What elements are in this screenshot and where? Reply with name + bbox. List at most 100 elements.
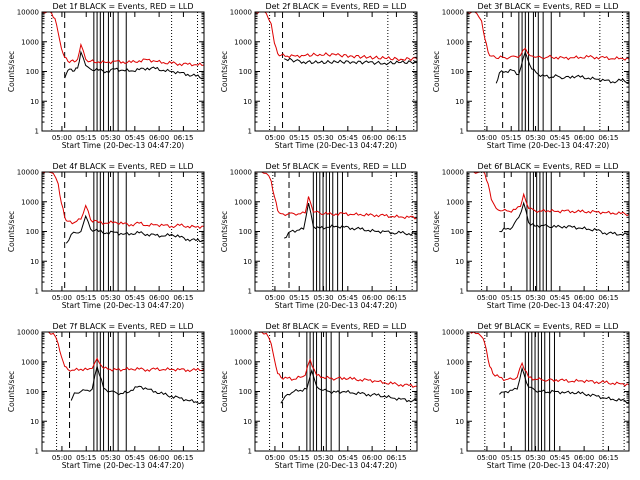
y-tick-label: 10000 [442, 169, 464, 177]
y-tick-label: 1000 [234, 358, 252, 366]
series-line-events [283, 57, 417, 66]
y-tick-label: 100 [239, 388, 252, 396]
detector-panel-4: 1 10 100 1000 10000 05:00 05:15 05:30 05:45 06:00… [7, 162, 205, 310]
y-tick-label: 10000 [230, 9, 252, 17]
y-tick-label: 1000 [234, 38, 252, 46]
x-tick-label: 05:30 [525, 454, 545, 462]
series-line-lld [467, 332, 629, 387]
y-tick-label: 1000 [21, 358, 39, 366]
y-tick-label: 10 [455, 98, 464, 106]
x-tick-label: 05:45 [125, 454, 145, 462]
x-tick-label: 05:30 [313, 454, 333, 462]
y-tick-label: 10000 [17, 329, 39, 337]
x-tick-label: 06:00 [574, 454, 594, 462]
plot-frame [254, 171, 418, 292]
series-line-lld [42, 12, 204, 67]
x-tick-label: 05:45 [125, 134, 145, 142]
x-tick-label: 05:30 [313, 294, 333, 302]
x-tick-label: 06:00 [362, 294, 382, 302]
x-axis-label: Start Time (20-Dec-13 04:47:20) [62, 141, 184, 150]
series-line-lld [42, 172, 204, 230]
panel-title: Det 3f BLACK = Events, RED = LLD [477, 2, 618, 11]
x-tick-label: 05:00 [265, 294, 285, 302]
y-axis-label: Counts/sec [220, 371, 229, 412]
y-tick-label: 100 [451, 68, 464, 76]
y-tick-label: 1 [35, 128, 39, 136]
y-tick-label: 10 [243, 418, 252, 426]
y-tick-label: 10000 [442, 9, 464, 17]
y-tick-label: 100 [451, 228, 464, 236]
y-tick-label: 100 [239, 228, 252, 236]
x-tick-label: 06:15 [598, 134, 618, 142]
series-line-events [495, 50, 629, 84]
x-tick-label: 05:30 [313, 134, 333, 142]
y-tick-label: 1 [35, 288, 39, 296]
y-tick-label: 1000 [21, 38, 39, 46]
plot-frame [254, 331, 418, 452]
y-axis-label: Counts/sec [7, 51, 16, 92]
series-line-lld [467, 172, 629, 217]
y-tick-label: 1 [460, 128, 464, 136]
y-tick-label: 10000 [442, 329, 464, 337]
x-tick-label: 06:15 [386, 454, 406, 462]
y-tick-label: 1 [248, 288, 252, 296]
panel-title: Det 2f BLACK = Events, RED = LLD [265, 2, 406, 11]
x-axis-label: Start Time (20-Dec-13 04:47:20) [62, 461, 184, 470]
x-tick-label: 05:45 [338, 294, 358, 302]
x-tick-label: 05:45 [338, 454, 358, 462]
y-tick-label: 1 [460, 288, 464, 296]
x-tick-label: 06:00 [362, 454, 382, 462]
detector-panel-7: 1 10 100 1000 10000 05:00 05:15 05:30 05:45 06:00… [7, 322, 205, 470]
detector-panel-1: 1 10 100 1000 10000 05:00 05:15 05:30 05:45 06:00… [7, 2, 205, 150]
series-line-events [280, 368, 417, 404]
y-axis-label: Counts/sec [220, 211, 229, 252]
x-tick-label: 05:00 [477, 294, 497, 302]
detector-panel-2: 1 10 100 1000 10000 05:00 05:15 05:30 05:45 06:00… [220, 2, 418, 150]
y-axis-label: Counts/sec [220, 51, 229, 92]
y-tick-label: 10 [30, 98, 39, 106]
series-line-lld [255, 12, 417, 62]
plot-frame [254, 11, 418, 132]
series-line-events [70, 366, 204, 405]
y-tick-label: 10 [243, 98, 252, 106]
x-tick-label: 05:45 [550, 294, 570, 302]
panel-title: Det 9f BLACK = Events, RED = LLD [477, 322, 618, 331]
panel-title: Det 5f BLACK = Events, RED = LLD [265, 162, 406, 171]
y-axis-label: Counts/sec [432, 371, 441, 412]
x-tick-label: 05:00 [52, 294, 72, 302]
series-line-events [65, 214, 204, 244]
x-tick-label: 05:45 [338, 134, 358, 142]
x-tick-label: 05:00 [265, 454, 285, 462]
y-tick-label: 1 [35, 448, 39, 456]
y-tick-label: 10000 [230, 169, 252, 177]
y-tick-label: 1000 [446, 358, 464, 366]
y-tick-label: 10 [30, 418, 39, 426]
x-tick-label: 06:15 [173, 454, 193, 462]
x-tick-label: 06:00 [149, 454, 169, 462]
detector-panel-8: 1 10 100 1000 10000 05:00 05:15 05:30 05:45 06:00… [220, 322, 418, 470]
x-axis-label: Start Time (20-Dec-13 04:47:20) [275, 461, 397, 470]
x-tick-label: 05:45 [550, 134, 570, 142]
y-tick-label: 100 [26, 68, 39, 76]
x-tick-label: 05:45 [550, 454, 570, 462]
y-tick-label: 100 [239, 68, 252, 76]
y-tick-label: 10 [455, 418, 464, 426]
x-tick-label: 05:15 [76, 294, 96, 302]
panel-title: Det 6f BLACK = Events, RED = LLD [477, 162, 618, 171]
x-tick-label: 05:30 [525, 134, 545, 142]
x-tick-label: 05:00 [52, 454, 72, 462]
x-tick-label: 05:30 [525, 294, 545, 302]
x-tick-label: 06:00 [149, 294, 169, 302]
series-line-events [499, 201, 629, 236]
x-tick-label: 06:15 [598, 294, 618, 302]
x-tick-label: 05:45 [125, 294, 145, 302]
detector-panel-6: 1 10 100 1000 10000 05:00 05:15 05:30 05:45 06:00… [432, 162, 630, 310]
y-tick-label: 10 [30, 258, 39, 266]
x-tick-label: 06:00 [149, 134, 169, 142]
series-line-events [284, 202, 417, 239]
panel-title: Det 8f BLACK = Events, RED = LLD [265, 322, 406, 331]
x-tick-label: 06:15 [173, 294, 193, 302]
y-tick-label: 10 [243, 258, 252, 266]
x-tick-label: 05:15 [501, 454, 521, 462]
